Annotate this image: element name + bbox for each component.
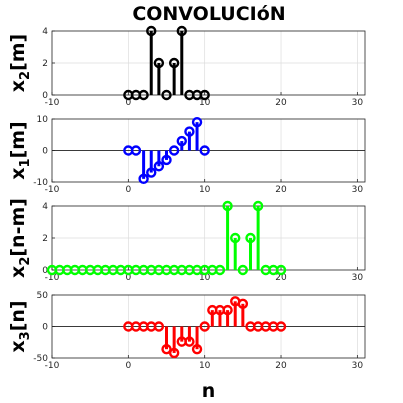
stem-marker (161, 89, 172, 101)
y-label-subscript: 2 (18, 257, 33, 266)
stem-marker (146, 25, 157, 37)
x-tick-label: -10 (45, 185, 60, 195)
y-tick-label: 0 (42, 91, 48, 101)
stem-marker (168, 347, 180, 359)
stem-marker (214, 264, 226, 276)
stem-marker (161, 154, 172, 166)
y-tick-label: 0 (42, 323, 48, 333)
x-tick-label: 30 (352, 98, 364, 108)
x-tick-label: 10 (199, 185, 211, 195)
y-label-main: x (7, 167, 29, 179)
stem-marker (176, 25, 187, 37)
y-label-subscript: 3 (18, 331, 33, 340)
stem-marker (153, 161, 165, 172)
stem-marker (153, 321, 165, 332)
x-tick-label: 10 (199, 273, 211, 283)
y-tick-label: 2 (42, 59, 48, 69)
stem-marker (199, 89, 210, 101)
y-tick-label: -50 (33, 354, 48, 364)
y-label-subscript: 1 (18, 158, 33, 167)
stem-marker (191, 343, 203, 355)
stem-marker (161, 343, 172, 355)
stem-marker (199, 145, 210, 156)
x-tick-label: 30 (352, 273, 364, 283)
x-tick-label: 0 (125, 273, 131, 283)
figure-title: CONVOLUCIóN (132, 3, 285, 25)
stem-marker (245, 232, 256, 244)
x-tick-label: 20 (275, 98, 287, 108)
y-axis-label: x2[m] (7, 34, 33, 92)
stem-marker (168, 145, 180, 156)
y-label-main: x (7, 340, 29, 352)
x-tick-label: 10 (199, 361, 211, 371)
y-label-tail: [n-m] (7, 198, 29, 257)
stem-marker (222, 304, 233, 316)
x-tick-label: 0 (125, 98, 131, 108)
x-tick-label: 20 (275, 273, 287, 283)
y-axis-label: x2[n-m] (7, 198, 33, 278)
y-label-main: x (7, 266, 29, 278)
y-axis-label: x3[n] (7, 300, 33, 352)
x-tick-label: 0 (125, 361, 131, 371)
stem-marker (176, 135, 187, 147)
stem-marker (153, 57, 165, 69)
stem-marker (237, 298, 249, 310)
stem-marker (222, 200, 233, 212)
y-tick-label: 4 (42, 202, 48, 212)
x-axis-label: n (202, 380, 216, 402)
stem-marker (168, 57, 180, 69)
y-label-subscript: 2 (18, 71, 33, 80)
x-tick-label: 20 (275, 185, 287, 195)
y-axis-label: x1[m] (7, 121, 33, 179)
x-tick-label: 20 (275, 361, 287, 371)
stem-marker (275, 321, 287, 332)
stem-marker (138, 89, 149, 101)
y-tick-label: 4 (42, 27, 48, 37)
x-tick-label: 30 (352, 361, 364, 371)
subplot-2: -10 0 10 20 30 -10 0 10 x1[m] (7, 115, 366, 195)
y-label-tail: [n] (7, 300, 29, 331)
y-tick-label: 10 (37, 115, 49, 125)
stem-marker (138, 173, 149, 185)
stem-marker (184, 126, 195, 137)
stem-marker (252, 200, 264, 212)
stem-marker (146, 167, 157, 178)
x-tick-label: 0 (125, 185, 131, 195)
x-tick-label: -10 (45, 361, 60, 371)
y-label-tail: [m] (7, 121, 29, 158)
stem-marker (199, 321, 210, 332)
stem-marker (230, 232, 241, 244)
stem-marker (191, 116, 203, 128)
y-tick-label: 0 (42, 266, 48, 276)
x-tick-label: 10 (199, 98, 211, 108)
y-tick-label: -10 (33, 178, 48, 188)
stem-marker (184, 336, 195, 347)
stem-marker (275, 264, 287, 276)
subplot-4: -10 0 10 20 30 -50 0 50 x3[n] n (7, 291, 366, 402)
y-tick-label: 50 (37, 291, 49, 301)
x-tick-label: -10 (45, 98, 60, 108)
stem-marker (237, 264, 249, 276)
stem-marker (130, 145, 142, 156)
y-label-main: x (7, 80, 29, 92)
y-tick-label: 2 (42, 234, 48, 244)
x-tick-label: -10 (45, 273, 60, 283)
x-tick-label: 30 (352, 185, 364, 195)
y-label-tail: [m] (7, 34, 29, 71)
y-tick-label: 0 (42, 147, 48, 157)
